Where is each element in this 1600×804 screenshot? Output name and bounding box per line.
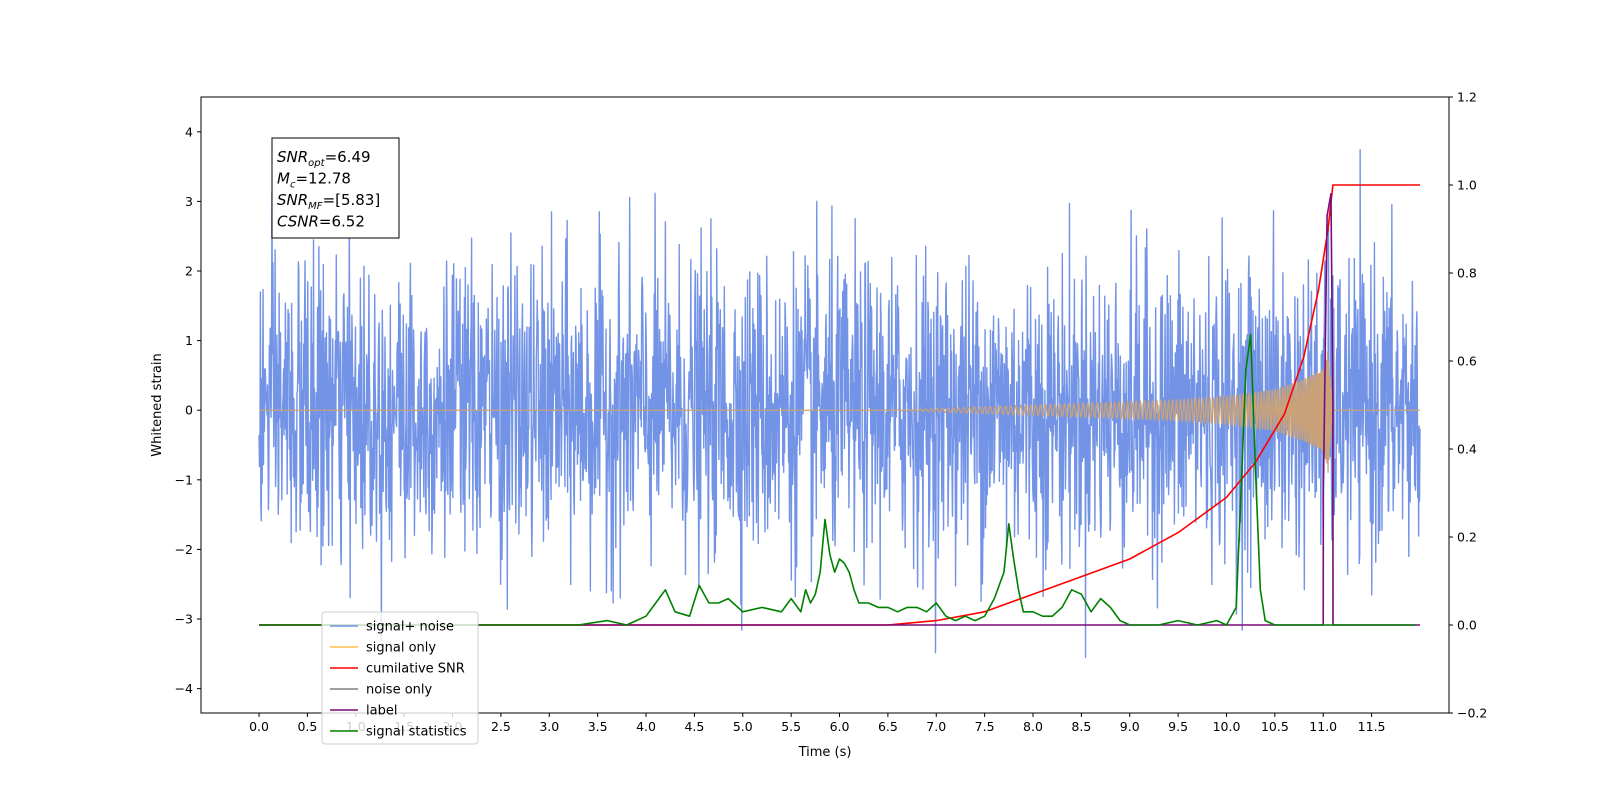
info-line: SNRopt=6.49 — [277, 148, 371, 169]
series-cumilative-snr — [259, 184, 1420, 626]
y-axis-right: 1.2 1.0 0.8 0.6 0.4 0.2 0.0 −0.2 — [1449, 90, 1487, 721]
series-layer — [258, 149, 1421, 659]
x-tick-label: 11.5 — [1358, 719, 1386, 734]
x-tick-label: 9.5 — [1168, 719, 1188, 734]
y-tick-label: 3 — [185, 194, 193, 209]
y-tick-label: −4 — [175, 681, 193, 696]
y-tick-label: 0 — [185, 403, 193, 418]
x-tick-label: 0.0 — [249, 719, 269, 734]
info-line: SNRMF=[5.83] — [277, 191, 380, 212]
x-tick-label: 6.5 — [878, 719, 898, 734]
series-signal-only — [259, 351, 1420, 473]
y2-tick-label: 0.6 — [1457, 354, 1477, 369]
series-signal-statistics — [259, 333, 1416, 626]
y-tick-label: −1 — [175, 472, 193, 487]
series-label — [259, 193, 1420, 626]
x-tick-label: 0.5 — [297, 719, 317, 734]
y2-tick-label: 0.0 — [1457, 618, 1477, 633]
legend-item-label: label — [366, 704, 397, 719]
legend-item-signal-only: signal only — [366, 641, 436, 656]
y-axis-left: 4 3 2 1 0 −1 −2 −3 −4 — [175, 124, 201, 696]
x-tick-label: 6.0 — [830, 719, 850, 734]
legend-item-noise-only: noise only — [366, 683, 433, 698]
x-tick-label: 11.0 — [1309, 719, 1337, 734]
y-tick-label: −3 — [175, 612, 193, 627]
x-tick-label: 7.0 — [926, 719, 946, 734]
legend-item-cumilative-snr: cumilative SNR — [366, 662, 465, 677]
y2-tick-label: 0.4 — [1457, 442, 1477, 457]
y2-tick-label: 0.8 — [1457, 266, 1477, 281]
x-tick-label: 3.0 — [539, 719, 559, 734]
x-tick-label: 8.5 — [1071, 719, 1091, 734]
x-tick-label: 5.0 — [733, 719, 753, 734]
legend-item-signal-statistics: signal statistics — [366, 725, 467, 740]
x-tick-label: 2.5 — [491, 719, 511, 734]
x-tick-label: 8.0 — [1023, 719, 1043, 734]
y2-tick-label: 1.0 — [1457, 178, 1477, 193]
x-tick-label: 10.5 — [1261, 719, 1289, 734]
y-tick-label: 4 — [185, 124, 193, 139]
x-tick-label: 3.5 — [588, 719, 608, 734]
y-tick-label: 1 — [185, 333, 193, 348]
y-tick-label: −2 — [175, 542, 193, 557]
plot-frame — [200, 96, 1450, 714]
y-axis-label: Whitened strain — [150, 353, 165, 456]
y2-tick-label: 0.2 — [1457, 530, 1477, 545]
info-line: CSNR=6.52 — [277, 213, 365, 231]
legend-item-signal-noise: signal+ noise — [366, 620, 454, 635]
y-tick-label: 2 — [185, 264, 193, 279]
series-signal-noise — [258, 149, 1421, 659]
x-axis-label: Time (s) — [798, 745, 852, 760]
info-line: Mc=12.78 — [277, 170, 351, 191]
x-tick-label: 10.0 — [1213, 719, 1241, 734]
x-tick-label: 5.5 — [781, 719, 801, 734]
legend-frame — [321, 611, 479, 745]
x-tick-label: 9.0 — [1120, 719, 1140, 734]
info-box-frame — [271, 137, 400, 239]
x-tick-label: 4.0 — [636, 719, 656, 734]
x-tick-label: 7.5 — [975, 719, 995, 734]
y2-tick-label: −0.2 — [1457, 706, 1487, 721]
y2-tick-label: 1.2 — [1457, 90, 1477, 105]
x-tick-label: 4.5 — [684, 719, 704, 734]
legend: signal+ noise signal only cumilative SNR no… — [321, 611, 479, 745]
